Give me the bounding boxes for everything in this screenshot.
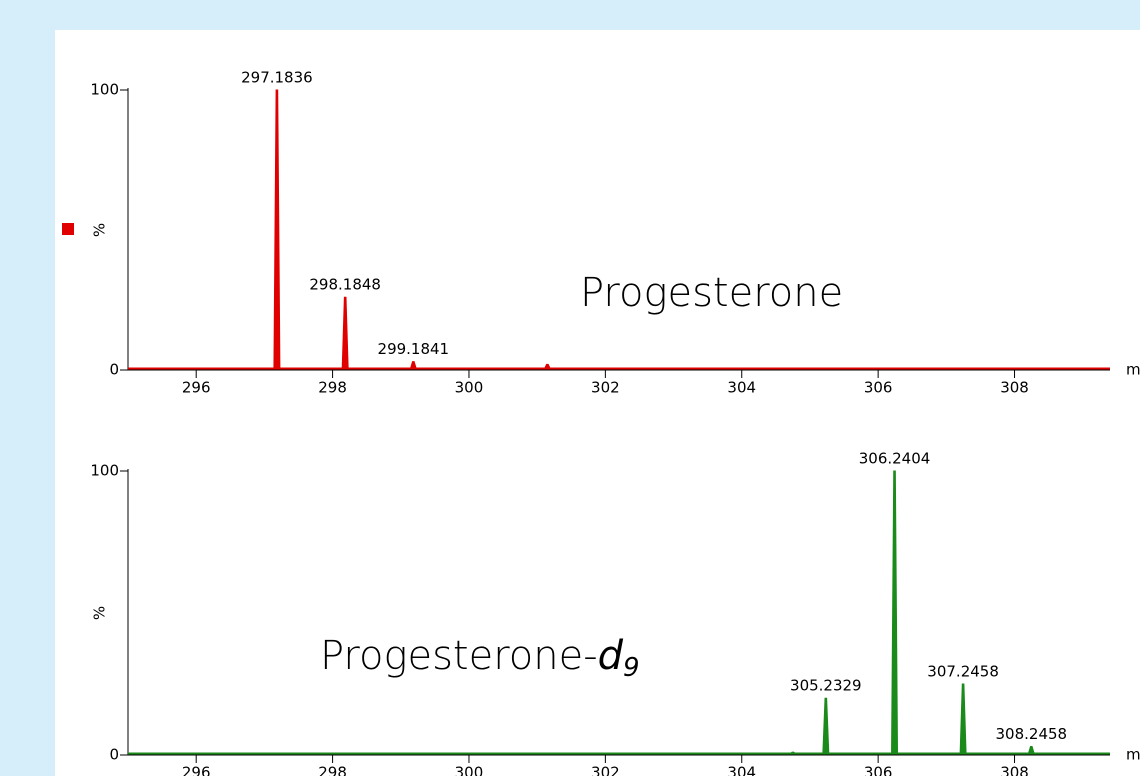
- x-axis-label: m: [1126, 746, 1140, 764]
- peak: [959, 683, 967, 755]
- peak-label: 307.2458: [927, 663, 999, 681]
- peak: [543, 363, 552, 370]
- y-tick-label: 100: [90, 462, 119, 480]
- x-tick-label: 308: [1000, 764, 1029, 776]
- y-axis-label: %: [91, 223, 109, 237]
- peak-label: 297.1836: [241, 69, 313, 87]
- peak: [822, 697, 830, 755]
- peak-label: 305.2329: [790, 677, 862, 695]
- peak-label: 298.1848: [309, 276, 381, 294]
- x-tick-label: 308: [1000, 379, 1029, 397]
- x-tick-label: 304: [727, 764, 756, 776]
- peak: [1027, 745, 1035, 755]
- x-tick-label: 302: [591, 764, 620, 776]
- x-tick-label: 306: [864, 764, 893, 776]
- y-tick-label: 0: [109, 361, 119, 379]
- annotation-italic: d: [598, 633, 624, 679]
- annotation-text: Progesterone-: [320, 633, 598, 679]
- x-tick-label: 300: [455, 764, 484, 776]
- peak: [273, 89, 281, 370]
- panel: [55, 30, 1140, 776]
- y-tick-label: 100: [90, 81, 119, 99]
- peak-label: 306.2404: [859, 450, 931, 468]
- y-axis-label: %: [91, 606, 109, 620]
- x-tick-label: 306: [864, 379, 893, 397]
- annotation: Progesterone: [580, 270, 843, 316]
- x-tick-label: 298: [318, 764, 347, 776]
- annotation: Progesterone-d9: [320, 633, 640, 683]
- x-tick-label: 302: [591, 379, 620, 397]
- x-axis-label: m: [1126, 361, 1140, 379]
- peak: [409, 361, 418, 370]
- annotation-subscript: 9: [623, 653, 640, 683]
- x-tick-label: 296: [182, 764, 211, 776]
- legend-marker: [62, 223, 74, 235]
- peak: [788, 751, 798, 755]
- peak-label: 299.1841: [378, 340, 450, 358]
- x-tick-label: 296: [182, 379, 211, 397]
- x-tick-label: 304: [727, 379, 756, 397]
- x-tick-label: 298: [318, 379, 347, 397]
- y-tick-label: 0: [109, 746, 119, 764]
- peak: [341, 296, 349, 370]
- peak: [891, 470, 899, 755]
- peak-label: 308.2458: [996, 725, 1068, 743]
- x-tick-label: 300: [455, 379, 484, 397]
